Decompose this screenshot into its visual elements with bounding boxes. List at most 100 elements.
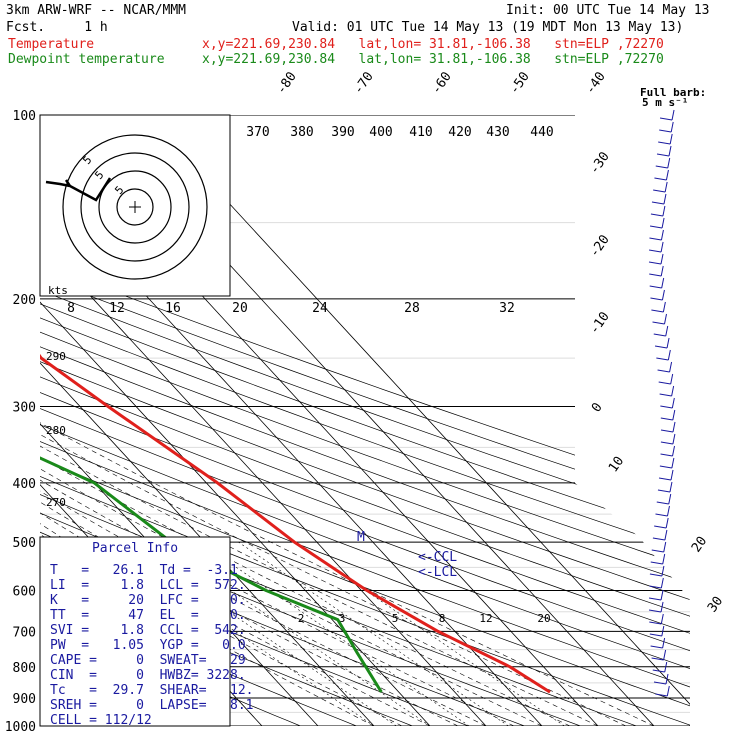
wind-barb: [664, 313, 667, 325]
wind-barb: [671, 109, 675, 121]
dry-adiabat: [40, 115, 690, 726]
hodograph-ring: [98, 170, 172, 244]
wind-barb: [649, 249, 662, 253]
wind-barb: [648, 261, 662, 265]
wind-barb: [670, 373, 674, 385]
wind-barb: [657, 369, 670, 373]
parcel-info-row: TT = 47 EL = 0.: [50, 608, 246, 623]
parcel-info-box: Parcel Info T = 26.1 Td = -3.1LI = 1.8 LC…: [39, 536, 254, 728]
parcel-info-row: K = 20 LFC = 0.: [50, 593, 246, 608]
pressure-label-200: 200: [13, 293, 36, 308]
isotherm-label: -20: [587, 232, 613, 260]
wind-barb: [664, 661, 668, 673]
wind-barb: [669, 481, 673, 493]
pressure-label-1000: 1000: [5, 720, 36, 735]
wind-barb: [660, 417, 673, 421]
mixing-ratio-label-bottom: 12: [479, 612, 492, 625]
pressure-label-800: 800: [13, 661, 36, 676]
legend-dewpoint-label: Dewpoint temperature: [8, 52, 165, 67]
valid-time: Valid: 01 UTC Tue 14 May 13 (19 MDT Mon …: [292, 20, 684, 35]
wind-barb: [649, 585, 662, 589]
wind-barb: [660, 577, 664, 589]
legend-dewpoint-location: x,y=221.69,230.84 lat,lon= 31.81,-106.38…: [202, 52, 664, 67]
mixing-ratio-label-top: 28: [404, 301, 420, 316]
theta-label: 370: [246, 125, 269, 140]
wind-barb: [651, 657, 664, 661]
parcel-info-row: CIN = 0 HWBZ= 3228.: [50, 668, 246, 683]
wind-barb: [663, 649, 667, 661]
wind-barbs: Full barb:5 m s⁻¹: [640, 86, 706, 697]
isotherm-label: 30: [705, 594, 726, 615]
dewpoint-profile: [40, 115, 383, 693]
wind-barb: [660, 265, 664, 277]
dry-adiabat: [40, 115, 690, 726]
kts-label: kts: [48, 284, 68, 297]
theta-label: 440: [530, 125, 553, 140]
wind-barb: [670, 121, 674, 133]
pressure-label-600: 600: [13, 584, 36, 599]
wind-barb: [659, 129, 672, 133]
dry-adiabat: [40, 115, 690, 726]
wind-barb: [656, 153, 670, 157]
wind-barb: [662, 205, 666, 217]
isotherm-label: -80: [274, 69, 300, 97]
wind-barb: [659, 117, 673, 121]
mixing-ratio-label-bottom: 3: [339, 612, 346, 625]
mixing-ratio-label-top: 24: [312, 301, 328, 316]
dry-adiabat: [40, 115, 413, 726]
isotherm: [40, 115, 487, 726]
hodograph-ring: [62, 134, 208, 280]
dry-adiabat: [40, 115, 690, 726]
pressure-label-900: 900: [13, 692, 36, 707]
theta-label: 390: [331, 125, 354, 140]
wind-barb: [656, 501, 669, 505]
model-title: 3km ARW-WRF -- NCAR/MMM: [6, 3, 187, 18]
wind-barb: [652, 321, 665, 325]
dry-adiabat: [40, 115, 690, 726]
parcel-info-row: PW = 1.05 YGP = 0.0: [50, 638, 246, 653]
wind-barb: [664, 529, 668, 541]
temperature-profile: [40, 115, 551, 694]
pressure-label-700: 700: [13, 625, 36, 640]
m-label: M: [357, 530, 365, 545]
wind-barb: [654, 345, 668, 349]
pressure-label-100: 100: [13, 109, 36, 124]
wind-barb: [671, 385, 675, 397]
moist-adiabat: [40, 298, 403, 726]
wind-barb: [668, 145, 672, 157]
wind-barb: [662, 637, 666, 649]
theta-label: 430: [486, 125, 509, 140]
wind-barb: [660, 229, 664, 241]
mixing-ratio-label-bottom: 2: [298, 612, 305, 625]
wind-barb: [649, 225, 663, 229]
wind-barb: [668, 493, 672, 505]
pressure-label-300: 300: [13, 401, 36, 416]
wind-barb: [666, 505, 670, 517]
hodograph: 555: [39, 114, 231, 297]
wind-barb: [652, 537, 665, 541]
parcel-info-row: SREH = 0 LAPSE= 8.1: [50, 698, 254, 713]
isotherm-label: -40: [583, 69, 609, 97]
wind-barb: [669, 133, 673, 145]
wind-barb: [653, 189, 666, 193]
parcel-info-row: T = 26.1 Td = -3.1: [50, 563, 238, 578]
theta-label: 400: [369, 125, 392, 140]
dry-adiabat: [40, 115, 690, 726]
dry-adiabat: [40, 115, 690, 726]
dry-adiabat: [40, 115, 690, 726]
wind-barb: [654, 525, 667, 529]
wind-barb: [665, 673, 669, 685]
wind-barb: [671, 457, 675, 469]
theta-label: 410: [409, 125, 432, 140]
wind-barb: [660, 613, 664, 625]
theta-label: 420: [448, 125, 471, 140]
parcel-info-title: Parcel Info: [92, 541, 178, 556]
wind-barb: [669, 361, 673, 373]
isotherm: [147, 115, 690, 726]
wind-barb: [650, 645, 663, 649]
wind-barb: [661, 277, 665, 289]
dry-adiabat-label: 290: [46, 350, 66, 363]
wind-barb: [667, 157, 671, 169]
wind-barb: [672, 409, 676, 421]
wind-barb: [665, 517, 669, 529]
